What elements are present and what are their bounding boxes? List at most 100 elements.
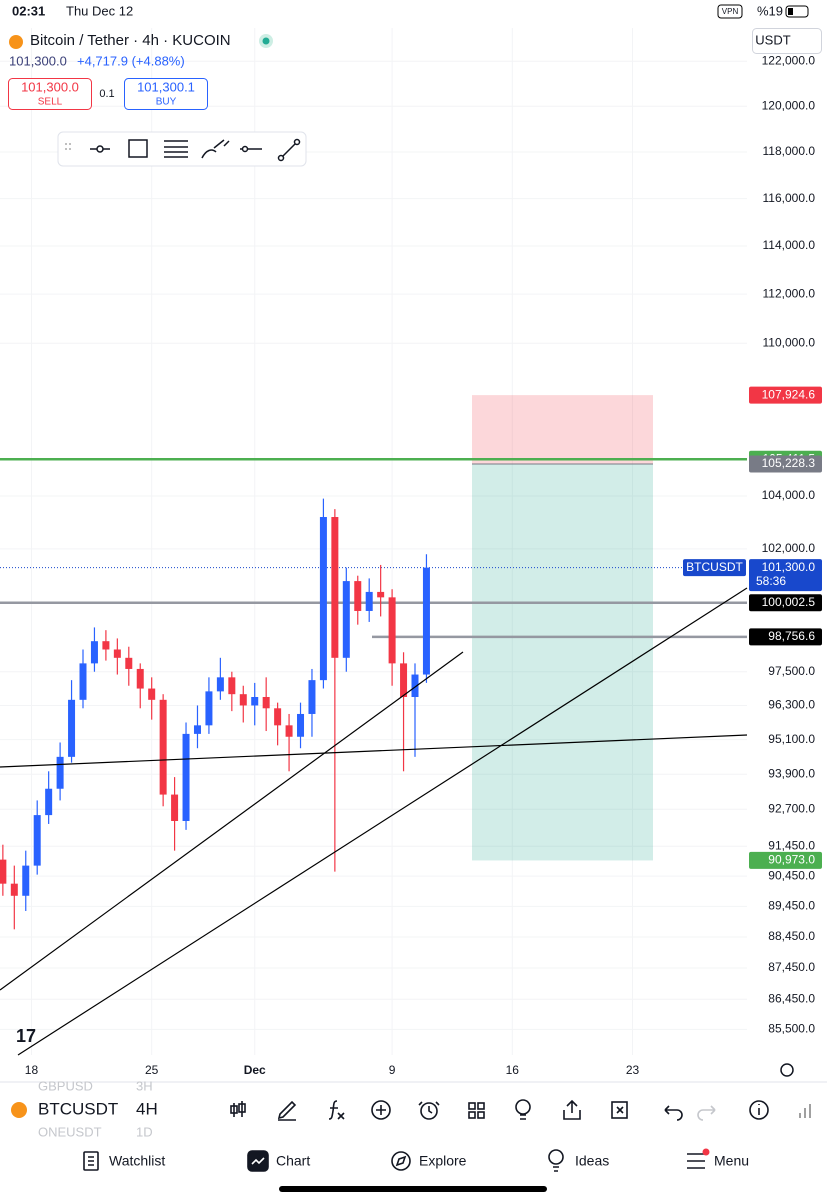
price-label: 105,228.3 — [762, 456, 816, 470]
candle-body — [228, 677, 236, 695]
candle-body — [308, 680, 316, 714]
prev-interval: 3H — [136, 1078, 153, 1093]
last-price: 101,300.0 — [9, 53, 67, 68]
price-label-box — [749, 559, 822, 592]
candle-body — [216, 677, 224, 692]
price-label-box — [749, 455, 822, 473]
trend-line — [0, 651, 464, 991]
tv-logo: 17 — [16, 1026, 36, 1046]
candle-body — [182, 733, 190, 821]
y-tick-label: 92,700.0 — [768, 801, 815, 815]
currency-button[interactable] — [752, 28, 822, 54]
buy-button[interactable] — [124, 78, 208, 110]
toolbar-icons — [65, 138, 301, 162]
y-tick-label: 96,300.0 — [768, 698, 815, 712]
vpn-badge — [717, 4, 743, 19]
countdown: 58:36 — [756, 574, 786, 588]
next-symbol: ONEUSDT — [38, 1124, 102, 1139]
y-tick-label: 112,000.0 — [763, 286, 816, 300]
candle-body — [262, 696, 270, 709]
candle-body — [45, 788, 53, 816]
y-tick-label: 102,000.0 — [762, 541, 816, 555]
candle-body — [193, 725, 201, 734]
stop-zone — [472, 395, 653, 465]
candle-body — [400, 663, 408, 697]
x-tick-label: 9 — [389, 1063, 396, 1077]
candle-body — [136, 668, 144, 689]
price-label: 100,002.5 — [762, 595, 816, 609]
price-label-box — [749, 628, 822, 646]
candle-body — [102, 641, 110, 650]
symbol-tag-box — [683, 559, 746, 577]
candle-body — [285, 725, 293, 737]
y-tick-label: 93,900.0 — [768, 766, 815, 780]
candle-body — [125, 657, 133, 669]
drawing-toolbar — [57, 131, 307, 167]
y-tick-label: 97,500.0 — [768, 664, 815, 678]
candle-body — [56, 756, 64, 789]
candle-body — [90, 641, 98, 664]
y-tick-label: 114,000.0 — [763, 238, 816, 252]
candle-body — [411, 674, 419, 697]
price-label: 98,756.6 — [768, 629, 815, 643]
candle-body — [274, 708, 282, 726]
tool-icons[interactable] — [230, 1099, 811, 1121]
y-tick-label: 95,100.0 — [768, 732, 815, 746]
symbol-tag: BTCUSDT — [686, 560, 743, 574]
settings-icon[interactable] — [780, 1063, 794, 1077]
candle-body — [10, 883, 18, 896]
sell-label: SELL — [38, 97, 63, 108]
candle-body — [33, 815, 41, 866]
nav-item[interactable]: Explore — [419, 1153, 467, 1169]
x-tick-label: 25 — [145, 1063, 159, 1077]
nav-item[interactable]: Chart — [276, 1153, 310, 1169]
sell-price: 101,300.0 — [21, 79, 79, 94]
price-axis: 122,000.0 120,000.0 118,000.0 116,000.0 114,… — [25, 53, 822, 1077]
x-tick-label: 23 — [626, 1063, 640, 1077]
buy-label: BUY — [156, 97, 177, 108]
y-tick-label: 118,000.0 — [763, 144, 816, 158]
chart-area — [0, 28, 747, 1055]
trend-line — [0, 734, 748, 768]
symbol[interactable]: BTCUSDT — [38, 1099, 118, 1118]
interval[interactable]: 4H — [136, 1099, 158, 1118]
y-tick-label: 86,450.0 — [768, 991, 815, 1005]
price-label: 101,300.0 — [762, 560, 816, 574]
y-tick-label: 104,000.0 — [762, 488, 816, 502]
buy-price: 101,300.1 — [137, 79, 195, 94]
nav-icons — [83, 1149, 705, 1172]
target-zone — [472, 464, 653, 861]
symbol-title[interactable]: Bitcoin / Tether · 4h · KUCOIN — [30, 32, 231, 49]
nav-item[interactable]: Menu — [714, 1153, 749, 1169]
y-tick-label: 116,000.0 — [763, 191, 816, 205]
notification-dot — [702, 1148, 710, 1156]
x-tick-label: 16 — [506, 1063, 520, 1077]
time: 02:31 — [12, 3, 45, 18]
sell-button[interactable] — [8, 78, 92, 110]
y-tick-label: 89,450.0 — [768, 899, 815, 913]
battery-icon — [785, 5, 809, 18]
candle-body — [365, 591, 373, 611]
y-tick-label: 110,000.0 — [763, 335, 816, 349]
nav-item[interactable]: Watchlist — [109, 1153, 165, 1169]
y-tick-label: 87,450.0 — [768, 960, 815, 974]
y-tick-label: 85,500.0 — [768, 1022, 815, 1036]
price-label-box — [749, 851, 822, 869]
candle-body — [297, 713, 305, 737]
candle-body — [422, 567, 430, 675]
coin-logo — [11, 1102, 27, 1118]
candle-body — [22, 865, 30, 896]
quantity: 0.1 — [99, 88, 114, 100]
y-tick-label: 91,450.0 — [768, 838, 815, 852]
vpn: VPN — [722, 7, 739, 16]
battery-text: %19 — [757, 3, 783, 18]
candle-body — [113, 649, 121, 658]
nav-item[interactable]: Ideas — [575, 1153, 609, 1169]
status-dot — [262, 37, 270, 45]
candle-body — [388, 597, 396, 664]
candle-body — [148, 688, 156, 700]
candle-body — [68, 699, 76, 757]
candle-body — [354, 581, 362, 611]
candle-body — [159, 699, 167, 795]
